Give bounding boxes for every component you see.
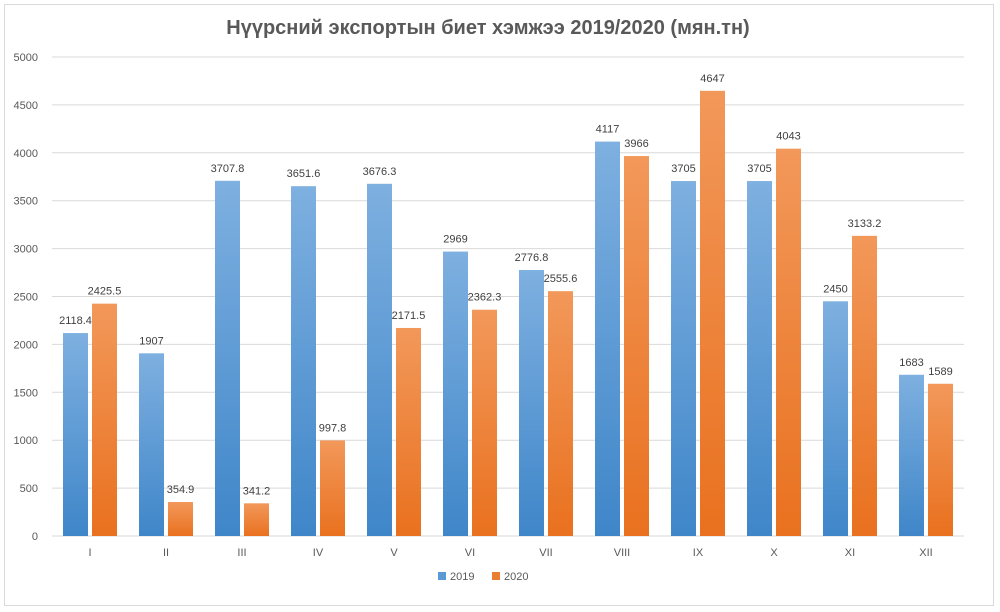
data-labels-layer: 2118.4 2425.5 1907 354.9 3707.8 341.2 3651.6 99…	[59, 73, 953, 497]
x-tick-label: IV	[313, 547, 324, 559]
data-label-2020-V: 2171.5	[392, 310, 426, 322]
x-tick-label: XI	[845, 547, 855, 559]
data-label-2019-IX: 3705	[671, 163, 695, 175]
x-tick-label: VIII	[614, 547, 631, 559]
bars-layer	[63, 90, 953, 537]
bar-2020-II	[168, 502, 193, 536]
y-tick-label: 1000	[14, 435, 38, 447]
legend-label-2020: 2020	[504, 571, 528, 583]
y-tick-label: 0	[32, 531, 38, 543]
bar-2020-I	[92, 303, 117, 536]
legend-swatch-2019	[438, 572, 446, 580]
y-tick-label: 2500	[14, 292, 38, 304]
bar-2020-VI	[472, 309, 497, 536]
bar-2019-X	[747, 181, 772, 536]
bar-2020-X	[776, 148, 801, 536]
data-label-2020-VIII: 3966	[624, 138, 648, 150]
x-tick-label: II	[163, 547, 169, 559]
y-tick-label: 5000	[14, 52, 38, 64]
grid-layer	[52, 56, 964, 537]
bar-2020-XI	[852, 235, 877, 536]
data-label-2019-III: 3707.8	[211, 163, 245, 175]
data-label-2019-XI: 2450	[823, 283, 847, 295]
data-label-2020-IV: 997.8	[319, 422, 347, 434]
data-label-2019-VI: 2969	[443, 234, 467, 246]
data-label-2020-XII: 1589	[928, 366, 952, 378]
legend: 2019 2020	[438, 571, 528, 583]
y-tick-label: 500	[20, 483, 38, 495]
x-tick-label: I	[88, 547, 91, 559]
y-tick-label: 3000	[14, 244, 38, 256]
bar-2020-VII	[548, 291, 573, 536]
chart-title: Нүүрсний экспортын биет хэмжээ 2019/2020…	[226, 17, 749, 39]
data-label-2019-VII: 2776.8	[515, 252, 549, 264]
x-tick-label: XII	[919, 547, 932, 559]
x-tick-label: IX	[693, 547, 704, 559]
bar-2019-IV	[291, 186, 316, 536]
y-axis: 0 500 1000 1500 2000 2500 3000 3500 4000 4500 5000	[14, 52, 38, 543]
data-label-2019-V: 3676.3	[363, 166, 397, 178]
bar-2019-VI	[443, 251, 468, 536]
data-label-2019-X: 3705	[747, 163, 771, 175]
bar-2019-XI	[823, 301, 848, 536]
bar-2019-II	[139, 353, 164, 536]
bar-2020-V	[396, 327, 421, 536]
bar-2020-VIII	[624, 156, 649, 537]
x-tick-label: V	[390, 547, 398, 559]
bar-2020-III	[244, 503, 269, 536]
y-tick-label: 2000	[14, 339, 38, 351]
data-label-2020-III: 341.2	[243, 485, 271, 497]
legend-label-2019: 2019	[450, 571, 474, 583]
data-label-2019-IV: 3651.6	[287, 168, 321, 180]
data-label-2020-I: 2425.5	[88, 286, 122, 298]
x-tick-label: VII	[539, 547, 552, 559]
x-tick-label: III	[237, 547, 246, 559]
y-tick-label: 4500	[14, 100, 38, 112]
data-label-2019-XII: 1683	[899, 357, 923, 369]
data-label-2020-X: 4043	[776, 131, 800, 143]
bar-2019-VII	[519, 269, 544, 536]
y-tick-label: 1500	[14, 387, 38, 399]
data-label-2020-XI: 3133.2	[848, 218, 882, 230]
x-tick-label: X	[770, 547, 778, 559]
bar-2019-III	[215, 180, 240, 536]
y-tick-label: 3500	[14, 196, 38, 208]
data-label-2020-II: 354.9	[167, 484, 195, 496]
bar-2019-XII	[899, 374, 924, 536]
data-label-2019-II: 1907	[139, 335, 163, 347]
data-label-2020-VII: 2555.6	[544, 273, 578, 285]
data-label-2019-VIII: 4117	[596, 124, 620, 136]
bar-2019-IX	[671, 181, 696, 536]
bar-2020-IV	[320, 440, 345, 536]
bar-2019-V	[367, 183, 392, 536]
y-tick-label: 4000	[14, 148, 38, 160]
x-tick-label: VI	[465, 547, 475, 559]
data-label-2019-I: 2118.4	[59, 315, 92, 327]
x-axis: I II III IV V VI VII VIII IX X XI XII	[88, 547, 932, 559]
data-label-2020-VI: 2362.3	[468, 292, 502, 304]
bar-2020-IX	[700, 90, 725, 537]
bar-2019-I	[63, 333, 88, 536]
legend-swatch-2020	[492, 572, 500, 580]
data-label-2020-IX: 4647	[700, 73, 724, 85]
bar-2020-XII	[928, 383, 953, 536]
bar-2019-VIII	[595, 141, 620, 536]
